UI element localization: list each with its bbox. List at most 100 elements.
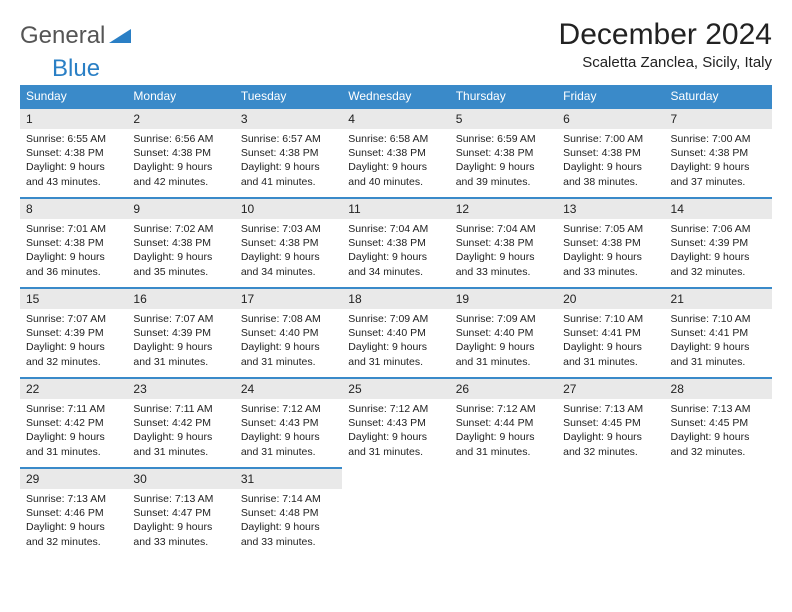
- detail-line: Sunrise: 7:09 AM: [456, 312, 551, 326]
- detail-line: Sunrise: 7:05 AM: [563, 222, 658, 236]
- calendar-cell: 6Sunrise: 7:00 AMSunset: 4:38 PMDaylight…: [557, 107, 664, 197]
- detail-line: Sunset: 4:38 PM: [241, 146, 336, 160]
- weekday-header: Friday: [557, 85, 664, 107]
- calendar-cell: 17Sunrise: 7:08 AMSunset: 4:40 PMDayligh…: [235, 287, 342, 377]
- day-number: 24: [235, 377, 342, 399]
- detail-line: Daylight: 9 hours: [348, 430, 443, 444]
- detail-line: and 31 minutes.: [241, 355, 336, 369]
- detail-line: Daylight: 9 hours: [133, 340, 228, 354]
- detail-line: Sunset: 4:41 PM: [563, 326, 658, 340]
- detail-line: Sunset: 4:41 PM: [671, 326, 766, 340]
- detail-line: Sunrise: 7:07 AM: [133, 312, 228, 326]
- calendar-cell: 3Sunrise: 6:57 AMSunset: 4:38 PMDaylight…: [235, 107, 342, 197]
- detail-line: and 34 minutes.: [348, 265, 443, 279]
- detail-line: and 32 minutes.: [26, 355, 121, 369]
- detail-line: Sunrise: 7:13 AM: [671, 402, 766, 416]
- day-details: Sunrise: 7:04 AMSunset: 4:38 PMDaylight:…: [450, 219, 557, 283]
- day-details: Sunrise: 7:14 AMSunset: 4:48 PMDaylight:…: [235, 489, 342, 553]
- day-number: 20: [557, 287, 664, 309]
- day-details: Sunrise: 7:00 AMSunset: 4:38 PMDaylight:…: [665, 129, 772, 193]
- detail-line: Daylight: 9 hours: [26, 160, 121, 174]
- day-number: 4: [342, 107, 449, 129]
- detail-line: Sunset: 4:43 PM: [348, 416, 443, 430]
- detail-line: and 31 minutes.: [348, 445, 443, 459]
- day-details: Sunrise: 7:09 AMSunset: 4:40 PMDaylight:…: [342, 309, 449, 373]
- detail-line: Daylight: 9 hours: [133, 430, 228, 444]
- detail-line: and 32 minutes.: [26, 535, 121, 549]
- calendar-cell: 19Sunrise: 7:09 AMSunset: 4:40 PMDayligh…: [450, 287, 557, 377]
- day-details: Sunrise: 7:13 AMSunset: 4:45 PMDaylight:…: [665, 399, 772, 463]
- detail-line: Daylight: 9 hours: [563, 250, 658, 264]
- detail-line: and 31 minutes.: [26, 445, 121, 459]
- detail-line: Sunrise: 7:13 AM: [133, 492, 228, 506]
- detail-line: Sunset: 4:45 PM: [671, 416, 766, 430]
- detail-line: Sunset: 4:38 PM: [563, 146, 658, 160]
- detail-line: Sunrise: 7:02 AM: [133, 222, 228, 236]
- detail-line: Daylight: 9 hours: [456, 160, 551, 174]
- detail-line: and 42 minutes.: [133, 175, 228, 189]
- day-details: Sunrise: 7:13 AMSunset: 4:45 PMDaylight:…: [557, 399, 664, 463]
- detail-line: and 31 minutes.: [671, 355, 766, 369]
- day-number: 28: [665, 377, 772, 399]
- calendar-row: 29Sunrise: 7:13 AMSunset: 4:46 PMDayligh…: [20, 467, 772, 557]
- day-number: 30: [127, 467, 234, 489]
- detail-line: Sunrise: 7:07 AM: [26, 312, 121, 326]
- calendar-cell: [665, 467, 772, 557]
- weekday-header: Tuesday: [235, 85, 342, 107]
- day-details: Sunrise: 7:00 AMSunset: 4:38 PMDaylight:…: [557, 129, 664, 193]
- day-details: Sunrise: 7:04 AMSunset: 4:38 PMDaylight:…: [342, 219, 449, 283]
- detail-line: and 33 minutes.: [133, 535, 228, 549]
- detail-line: Daylight: 9 hours: [456, 430, 551, 444]
- detail-line: Sunrise: 7:00 AM: [563, 132, 658, 146]
- detail-line: Sunset: 4:45 PM: [563, 416, 658, 430]
- day-number: 8: [20, 197, 127, 219]
- detail-line: Sunrise: 7:11 AM: [133, 402, 228, 416]
- weekday-header-row: Sunday Monday Tuesday Wednesday Thursday…: [20, 85, 772, 107]
- detail-line: Sunset: 4:38 PM: [456, 236, 551, 250]
- day-details: Sunrise: 7:13 AMSunset: 4:46 PMDaylight:…: [20, 489, 127, 553]
- detail-line: Daylight: 9 hours: [26, 430, 121, 444]
- detail-line: Sunset: 4:38 PM: [563, 236, 658, 250]
- calendar-cell: 4Sunrise: 6:58 AMSunset: 4:38 PMDaylight…: [342, 107, 449, 197]
- detail-line: Sunset: 4:38 PM: [241, 236, 336, 250]
- month-title: December 2024: [559, 18, 772, 52]
- detail-line: Sunrise: 7:09 AM: [348, 312, 443, 326]
- day-details: Sunrise: 7:08 AMSunset: 4:40 PMDaylight:…: [235, 309, 342, 373]
- calendar-cell: 15Sunrise: 7:07 AMSunset: 4:39 PMDayligh…: [20, 287, 127, 377]
- day-details: Sunrise: 7:06 AMSunset: 4:39 PMDaylight:…: [665, 219, 772, 283]
- weekday-header: Saturday: [665, 85, 772, 107]
- detail-line: Daylight: 9 hours: [671, 160, 766, 174]
- day-number: 6: [557, 107, 664, 129]
- calendar-cell: 9Sunrise: 7:02 AMSunset: 4:38 PMDaylight…: [127, 197, 234, 287]
- detail-line: Sunset: 4:38 PM: [26, 146, 121, 160]
- day-details: Sunrise: 6:55 AMSunset: 4:38 PMDaylight:…: [20, 129, 127, 193]
- detail-line: Daylight: 9 hours: [671, 250, 766, 264]
- day-number: 2: [127, 107, 234, 129]
- calendar-cell: 27Sunrise: 7:13 AMSunset: 4:45 PMDayligh…: [557, 377, 664, 467]
- calendar-cell: 23Sunrise: 7:11 AMSunset: 4:42 PMDayligh…: [127, 377, 234, 467]
- detail-line: Sunrise: 7:08 AM: [241, 312, 336, 326]
- detail-line: Daylight: 9 hours: [456, 340, 551, 354]
- day-details: Sunrise: 7:02 AMSunset: 4:38 PMDaylight:…: [127, 219, 234, 283]
- detail-line: Sunrise: 7:06 AM: [671, 222, 766, 236]
- detail-line: Daylight: 9 hours: [26, 340, 121, 354]
- weekday-header: Monday: [127, 85, 234, 107]
- detail-line: Sunset: 4:42 PM: [26, 416, 121, 430]
- detail-line: Daylight: 9 hours: [241, 520, 336, 534]
- detail-line: and 31 minutes.: [456, 445, 551, 459]
- detail-line: and 31 minutes.: [133, 355, 228, 369]
- detail-line: Sunrise: 7:10 AM: [563, 312, 658, 326]
- day-details: Sunrise: 7:07 AMSunset: 4:39 PMDaylight:…: [20, 309, 127, 373]
- detail-line: Sunset: 4:44 PM: [456, 416, 551, 430]
- day-details: Sunrise: 7:12 AMSunset: 4:44 PMDaylight:…: [450, 399, 557, 463]
- weekday-header: Thursday: [450, 85, 557, 107]
- detail-line: Sunset: 4:39 PM: [133, 326, 228, 340]
- detail-line: Sunrise: 7:03 AM: [241, 222, 336, 236]
- calendar-cell: 22Sunrise: 7:11 AMSunset: 4:42 PMDayligh…: [20, 377, 127, 467]
- detail-line: Daylight: 9 hours: [133, 250, 228, 264]
- calendar-cell: 1Sunrise: 6:55 AMSunset: 4:38 PMDaylight…: [20, 107, 127, 197]
- detail-line: Daylight: 9 hours: [563, 430, 658, 444]
- day-number: 19: [450, 287, 557, 309]
- detail-line: and 37 minutes.: [671, 175, 766, 189]
- calendar-cell: 30Sunrise: 7:13 AMSunset: 4:47 PMDayligh…: [127, 467, 234, 557]
